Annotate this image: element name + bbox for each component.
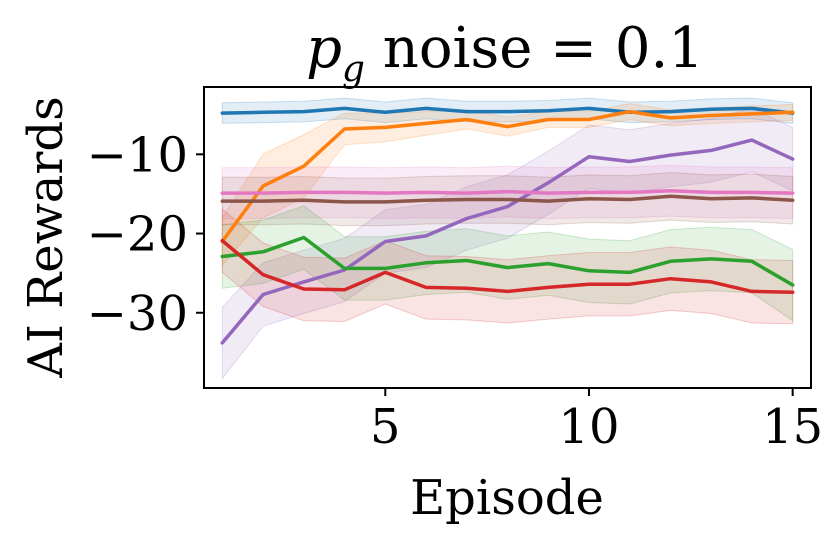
y-tick-label: −10 [87,127,188,183]
x-tick-label: 15 [762,399,823,455]
axis-ticks: 5 10 15 −10 −20 −30 [87,127,824,455]
title-variable: p [306,16,342,81]
series-line-pink [220,189,795,195]
y-tick-label: −30 [87,286,188,342]
series-line-orange [220,109,795,244]
series-line-blue [220,106,795,115]
band-green [221,205,794,322]
x-tick-label: 10 [558,399,619,455]
series-line-red [220,238,795,294]
y-tick-label: −20 [87,207,188,263]
series-line-green [220,235,795,287]
series-lines [220,106,795,345]
y-axis-label: AI Rewards [18,96,74,378]
title-subscript: g [342,49,365,90]
x-tick-label: 5 [370,399,401,455]
band-orange [221,103,794,267]
series-line-purple [220,138,795,345]
title-rest: noise = 0.1 [365,16,704,81]
series-line-brown [220,194,795,204]
x-axis-label: Episode [410,470,604,526]
chart-title: pg noise = 0.1 [306,16,704,90]
plot-frame [203,86,812,389]
